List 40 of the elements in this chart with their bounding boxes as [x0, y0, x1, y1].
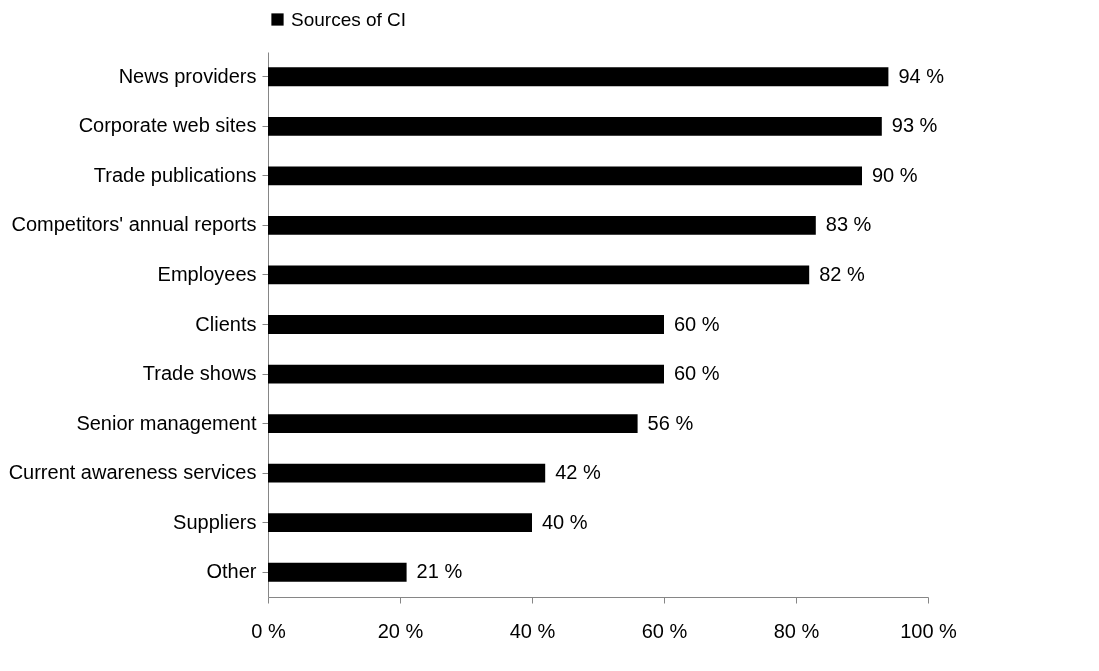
bar [268, 166, 862, 186]
bar [268, 414, 638, 433]
bar [268, 216, 816, 235]
y-tick-label: Employees [157, 262, 257, 285]
x-tick-label: 0 % [251, 619, 286, 642]
x-tick-label: 20 % [377, 619, 424, 642]
bar [268, 562, 407, 582]
legend-label: Sources of CI [291, 8, 407, 30]
y-tick-label: Clients [195, 312, 257, 335]
bar [268, 463, 546, 483]
data-label: 42 % [555, 461, 601, 484]
data-label: 60 % [674, 312, 720, 335]
data-label: 56 % [647, 411, 694, 434]
y-tick-label: Other [206, 560, 257, 583]
y-tick-label: Current awareness services [8, 461, 257, 484]
data-label: 83 % [825, 213, 872, 236]
y-tick-label: Senior management [76, 411, 257, 434]
bar [268, 265, 810, 285]
y-tick-label: Suppliers [173, 510, 257, 533]
x-tick-label: 80 % [773, 619, 820, 642]
x-tick-label: 40 % [509, 619, 556, 642]
y-tick-label: Competitors' annual reports [11, 213, 257, 236]
bar [268, 67, 889, 87]
data-label: 60 % [674, 362, 720, 385]
y-tick-label: News providers [118, 64, 257, 87]
y-tick-label: Corporate web sites [78, 114, 257, 137]
y-tick-label: Trade publications [93, 163, 257, 186]
x-tick-label: 60 % [641, 619, 688, 642]
bar [268, 513, 532, 533]
bar [268, 364, 664, 384]
bar [268, 315, 664, 334]
data-label: 90 % [872, 163, 918, 186]
x-tick-label: 100 % [900, 619, 958, 642]
data-label: 82 % [819, 262, 865, 285]
data-label: 21 % [416, 560, 463, 583]
data-label: 93 % [891, 114, 938, 137]
bar [268, 116, 882, 136]
data-label: 40 % [542, 510, 588, 533]
data-label: 94 % [898, 64, 945, 87]
y-tick-label: Trade shows [142, 362, 257, 385]
